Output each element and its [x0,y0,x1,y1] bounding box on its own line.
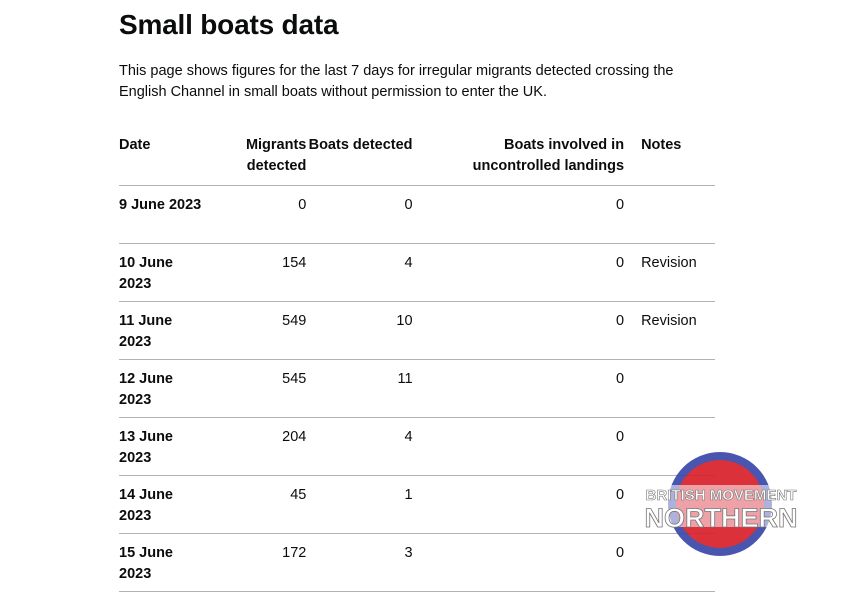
cell-boats: 1 [306,475,413,534]
cell-notes [624,475,715,534]
cell-migrants: 172 [205,533,307,592]
table-row: 12 June 2023 545 11 0 [119,359,715,418]
cell-notes: Revision [624,301,715,360]
cell-notes [624,533,715,592]
table-row: 10 June 2023 154 4 0 Revision [119,243,715,302]
cell-boats: 4 [306,417,413,476]
table-row: 9 June 2023 0 0 0 [119,185,715,244]
cell-uncontrolled: 0 [412,185,625,244]
cell-date: 14 June 2023 [119,475,206,534]
table-row: 13 June 2023 204 4 0 [119,417,715,476]
cell-notes [624,185,715,244]
table-header-row: Date Migrants detected Boats detected Bo… [119,134,715,186]
header-migrants-detected: Migrants detected [205,134,307,186]
cell-uncontrolled: 0 [412,417,625,476]
cell-boats: 4 [306,243,413,302]
cell-migrants: 0 [205,185,307,244]
cell-date: 13 June 2023 [119,417,206,476]
cell-uncontrolled: 0 [412,301,625,360]
cell-migrants: 204 [205,417,307,476]
cell-date: 11 June 2023 [119,301,206,360]
cell-uncontrolled: 0 [412,475,625,534]
table-row: 14 June 2023 45 1 0 [119,475,715,534]
cell-date: 15 June 2023 [119,533,206,592]
cell-notes [624,359,715,418]
page-description: This page shows figures for the last 7 d… [119,63,674,100]
cell-uncontrolled: 0 [412,533,625,592]
cell-boats: 0 [306,185,413,244]
cell-migrants: 154 [205,243,307,302]
cell-date: 12 June 2023 [119,359,206,418]
cell-boats: 3 [306,533,413,592]
page-title: Small boats data [119,9,339,40]
cell-boats: 11 [306,359,413,418]
cell-boats: 10 [306,301,413,360]
cell-notes [624,417,715,476]
cell-migrants: 545 [205,359,307,418]
cell-date: 10 June 2023 [119,243,206,302]
header-uncontrolled-landings: Boats involved in uncontrolled landings [412,134,625,186]
small-boats-table: Date Migrants detected Boats detected Bo… [119,134,715,592]
table-row: 11 June 2023 549 10 0 Revision [119,301,715,360]
cell-notes: Revision [624,243,715,302]
table-row: 15 June 2023 172 3 0 [119,533,715,592]
cell-uncontrolled: 0 [412,243,625,302]
cell-migrants: 45 [205,475,307,534]
header-boats-detected: Boats detected [306,134,413,186]
header-date: Date [119,134,206,186]
cell-uncontrolled: 0 [412,359,625,418]
cell-migrants: 549 [205,301,307,360]
header-notes: Notes [624,134,715,186]
cell-date: 9 June 2023 [119,185,206,244]
